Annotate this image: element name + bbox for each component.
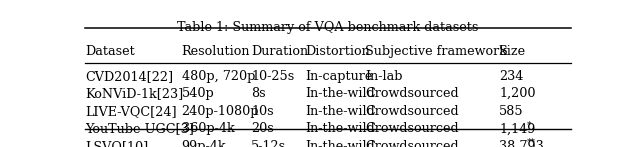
Text: 480p, 720p: 480p, 720p — [182, 70, 255, 83]
Text: In-capture: In-capture — [306, 70, 373, 83]
Text: LSVQ[10]: LSVQ[10] — [85, 140, 148, 147]
Text: 99p-4k: 99p-4k — [182, 140, 227, 147]
Text: Table 1: Summary of VQA benchmark datasets: Table 1: Summary of VQA benchmark datase… — [177, 21, 479, 34]
Text: Duration: Duration — [251, 45, 308, 58]
Text: Crowdsourced: Crowdsourced — [365, 140, 459, 147]
Text: 585: 585 — [499, 105, 524, 118]
Text: In-the-wild: In-the-wild — [306, 105, 376, 118]
Text: 540p: 540p — [182, 87, 214, 100]
Text: 8s: 8s — [251, 87, 266, 100]
Text: 234: 234 — [499, 70, 524, 83]
Text: 240p-1080p: 240p-1080p — [182, 105, 259, 118]
Text: Crowdsourced: Crowdsourced — [365, 122, 459, 135]
Text: Resolution: Resolution — [182, 45, 250, 58]
Text: 360p-4k: 360p-4k — [182, 122, 234, 135]
Text: YouTube-UGC[3]: YouTube-UGC[3] — [85, 122, 194, 135]
Text: In-lab: In-lab — [365, 70, 403, 83]
Text: 20s: 20s — [251, 122, 274, 135]
Text: Crowdsourced: Crowdsourced — [365, 105, 459, 118]
Text: Dataset: Dataset — [85, 45, 134, 58]
Text: LIVE-VQC[24]: LIVE-VQC[24] — [85, 105, 177, 118]
Text: In-the-wild: In-the-wild — [306, 87, 376, 100]
Text: 38,793: 38,793 — [499, 140, 544, 147]
Text: Crowdsourced: Crowdsourced — [365, 87, 459, 100]
Text: 1,200: 1,200 — [499, 87, 536, 100]
Text: *: * — [527, 120, 531, 129]
Text: KoNViD-1k[23]: KoNViD-1k[23] — [85, 87, 183, 100]
Text: **: ** — [527, 138, 536, 147]
Text: In-the-wild: In-the-wild — [306, 140, 376, 147]
Text: Subjective framework: Subjective framework — [365, 45, 507, 58]
Text: 10s: 10s — [251, 105, 274, 118]
Text: 1,149: 1,149 — [499, 122, 536, 135]
Text: CVD2014[22]: CVD2014[22] — [85, 70, 173, 83]
Text: 10-25s: 10-25s — [251, 70, 294, 83]
Text: Distortion: Distortion — [306, 45, 371, 58]
Text: Size: Size — [499, 45, 526, 58]
Text: In-the-wild: In-the-wild — [306, 122, 376, 135]
Text: 5-12s: 5-12s — [251, 140, 286, 147]
